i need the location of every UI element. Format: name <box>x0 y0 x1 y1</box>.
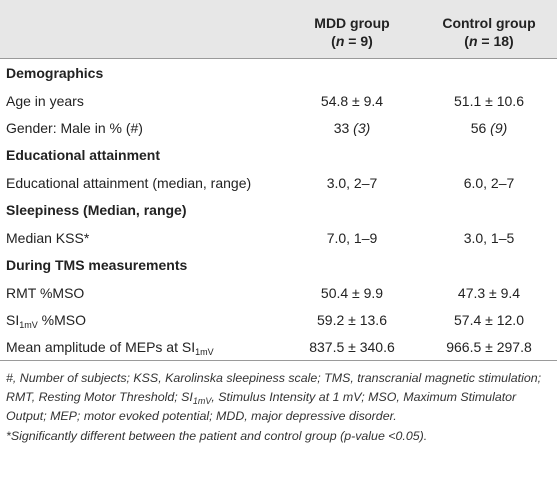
significance-footnote: *Significantly different between the pat… <box>6 429 428 443</box>
control-group-n: (n = 18) <box>421 31 557 59</box>
row-label: Educational attainment (median, range) <box>6 174 252 191</box>
section-title: Demographics <box>6 65 104 81</box>
section-title: Sleepiness (Median, range) <box>6 202 187 218</box>
section-tms: During TMS measurements <box>0 251 557 279</box>
section-title: Educational attainment <box>6 147 161 163</box>
demographics-table: MDD group Control group (n = 9) (n = 18)… <box>0 0 557 361</box>
control-group-header: Control group <box>421 0 557 31</box>
table-row-education: Educational attainment (median, range) 3… <box>0 169 557 196</box>
abbreviations-footnote: #, Number of subjects; KSS, Karolinska s… <box>6 371 542 423</box>
section-title: During TMS measurements <box>6 257 188 273</box>
control-value: 57.4 ± 12.0 <box>454 311 524 328</box>
table-row-age: Age in years 54.8 ± 9.4 51.1 ± 10.6 <box>0 87 557 114</box>
section-sleepiness: Sleepiness (Median, range) <box>0 196 557 224</box>
header-empty-cell <box>0 31 283 59</box>
mdd-value: 33 (3) <box>333 119 371 136</box>
section-demographics: Demographics <box>0 59 557 88</box>
control-value: 51.1 ± 10.6 <box>454 92 524 109</box>
control-value: 3.0, 1–5 <box>463 229 515 246</box>
mdd-value: 59.2 ± 13.6 <box>317 311 387 328</box>
row-label: Age in years <box>6 92 84 109</box>
table-row-si: SI1mV %MSO 59.2 ± 13.6 57.4 ± 12.0 <box>0 306 557 333</box>
mdd-value: 50.4 ± 9.9 <box>320 284 384 301</box>
header-n-row: (n = 9) (n = 18) <box>0 31 557 59</box>
mdd-group-header: MDD group <box>283 0 421 31</box>
control-value: 966.5 ± 297.8 <box>421 333 557 361</box>
control-value: 56 (9) <box>470 119 508 136</box>
mdd-value: 54.8 ± 9.4 <box>320 92 384 109</box>
table-row-gender: Gender: Male in % (#) 33 (3) 56 (9) <box>0 114 557 141</box>
table-row-mep: Mean amplitude of MEPs at SI1mV 837.5 ± … <box>0 333 557 361</box>
row-label: SI1mV %MSO <box>6 311 86 330</box>
control-value: 47.3 ± 9.4 <box>457 284 521 301</box>
table-footnotes: #, Number of subjects; KSS, Karolinska s… <box>0 361 557 446</box>
table-row-rmt: RMT %MSO 50.4 ± 9.9 47.3 ± 9.4 <box>0 279 557 306</box>
mdd-value: 3.0, 2–7 <box>326 174 378 191</box>
row-label: Gender: Male in % (#) <box>6 119 143 136</box>
control-value: 6.0, 2–7 <box>463 174 515 191</box>
header-row: MDD group Control group <box>0 0 557 31</box>
table-row-kss: Median KSS* 7.0, 1–9 3.0, 1–5 <box>0 224 557 251</box>
row-label: Mean amplitude of MEPs at SI1mV <box>0 333 283 361</box>
mdd-value: 837.5 ± 340.6 <box>283 333 421 361</box>
mdd-value: 7.0, 1–9 <box>326 229 378 246</box>
section-education: Educational attainment <box>0 141 557 169</box>
header-empty-cell <box>0 0 283 31</box>
row-label: RMT %MSO <box>6 284 85 301</box>
row-label: Median KSS* <box>6 229 90 246</box>
mdd-group-n: (n = 9) <box>283 31 421 59</box>
